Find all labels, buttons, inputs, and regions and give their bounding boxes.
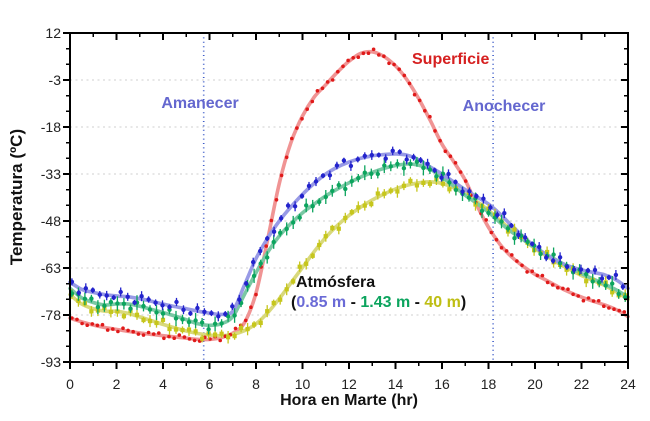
x-tick-label: 24 [620, 376, 636, 392]
superficie-series-label: Superficie [412, 51, 490, 68]
y-axis-title: Temperatura (ºC) [7, 128, 26, 266]
legend-paren-open: ( [291, 294, 297, 311]
points-atm-40m [69, 172, 628, 344]
event-lines [202, 33, 494, 362]
atmosphere-legend: (0.85 m - 1.43 m - 40 m) [291, 294, 466, 312]
x-tick-label: 2 [113, 376, 121, 392]
amanecer-label: Amanecer [161, 95, 239, 112]
points-atm-1_43m [69, 156, 628, 335]
y-tick-label: 12 [45, 25, 61, 41]
x-tick-label: 6 [206, 376, 214, 392]
legend-item-085m: 0.85 m [296, 294, 347, 311]
atmosphere-legend-title: Atmósfera [296, 274, 376, 291]
x-tick-label: 4 [159, 376, 167, 392]
x-tick-label: 8 [252, 376, 260, 392]
x-tick-label: 14 [388, 376, 404, 392]
line-atm-40m [68, 179, 630, 338]
x-tick-label: 0 [66, 376, 74, 392]
legend-separator: - [410, 294, 425, 311]
points-atm-0_85m [69, 146, 626, 322]
legend-paren-close: ) [460, 294, 467, 311]
y-tick-label: -63 [41, 260, 61, 276]
legend-separator: - [346, 294, 361, 311]
legend-item-40m: 40 m [424, 294, 461, 311]
legend-item-143m: 1.43 m [360, 294, 411, 311]
y-tick-label: -78 [41, 307, 61, 323]
anochecer-label: Anochecer [462, 98, 546, 115]
x-tick-label: 12 [341, 376, 357, 392]
y-tick-label: -33 [41, 166, 61, 182]
x-tick-label: 22 [574, 376, 590, 392]
axes: 0 2 4 6 8 10 12 14 16 18 20 22 2412-3-18-33-48-63-78… [41, 25, 636, 392]
x-axis-title: Hora en Marte (hr) [280, 392, 418, 409]
x-tick-label: 10 [295, 376, 311, 392]
y-tick-label: -93 [41, 354, 61, 370]
x-tick-label: 20 [527, 376, 543, 392]
x-tick-label: 16 [434, 376, 450, 392]
x-tick-label: 18 [481, 376, 497, 392]
points-superficie [70, 47, 627, 343]
y-tick-label: -48 [41, 213, 61, 229]
y-tick-label: -3 [49, 72, 62, 88]
y-tick-label: -18 [41, 119, 61, 135]
